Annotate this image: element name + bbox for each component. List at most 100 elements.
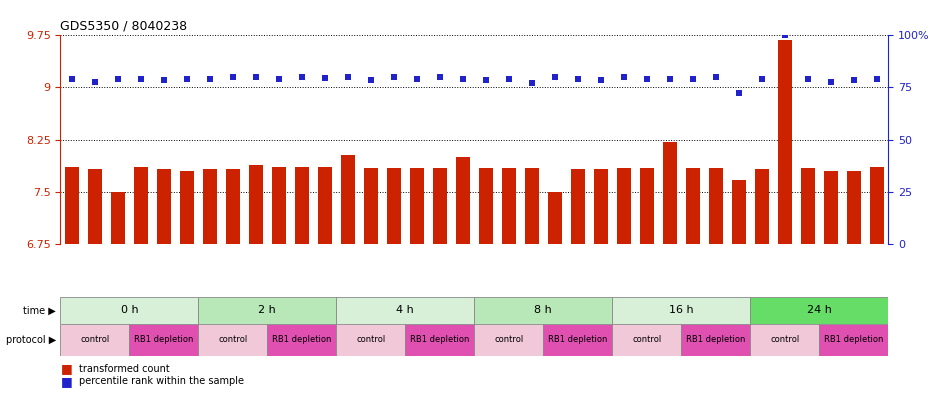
Text: control: control (219, 336, 247, 344)
Bar (134, 167, 148, 244)
Bar (640, 168, 654, 244)
Bar (801, 168, 815, 244)
Text: transformed count: transformed count (79, 364, 170, 374)
Text: GSM1220806: GSM1220806 (414, 297, 419, 340)
Point (432, 74, 447, 80)
Bar (111, 191, 125, 244)
Bar (129, 324, 198, 356)
Text: GSM1220796: GSM1220796 (620, 297, 627, 340)
Bar (341, 155, 354, 244)
Point (409, 76, 424, 82)
Bar (272, 167, 286, 244)
Bar (612, 297, 751, 324)
Bar (60, 297, 198, 324)
Bar (751, 324, 819, 356)
Text: GDS5350 / 8040238: GDS5350 / 8040238 (60, 20, 188, 33)
Text: GSM1220804: GSM1220804 (138, 297, 144, 340)
Point (800, 76, 815, 82)
Bar (755, 169, 768, 244)
Text: GSM1220792: GSM1220792 (69, 297, 75, 340)
Point (111, 76, 126, 82)
Bar (870, 167, 884, 244)
Bar (663, 141, 677, 244)
Point (64, 76, 79, 82)
Bar (612, 324, 681, 356)
Text: GSM1220799: GSM1220799 (230, 297, 236, 340)
Text: GSM1220823: GSM1220823 (322, 297, 328, 340)
Text: 8 h: 8 h (535, 305, 552, 316)
Point (134, 76, 149, 82)
Text: GSM1220808: GSM1220808 (690, 297, 696, 340)
Point (870, 76, 884, 82)
Point (87, 79, 102, 85)
Point (501, 76, 516, 82)
Point (617, 74, 631, 80)
Text: GSM1220821: GSM1220821 (804, 297, 811, 340)
Text: 0 h: 0 h (121, 305, 139, 316)
Point (731, 90, 746, 96)
Text: GSM1220809: GSM1220809 (828, 297, 833, 340)
Text: control: control (356, 336, 385, 344)
Text: GSM1220802: GSM1220802 (644, 297, 650, 340)
Bar (226, 169, 240, 244)
Bar (548, 191, 562, 244)
Text: RB1 depletion: RB1 depletion (824, 336, 884, 344)
Bar (525, 168, 538, 244)
Text: GSM1220822: GSM1220822 (184, 297, 190, 340)
Bar (824, 171, 838, 244)
Text: GSM1220805: GSM1220805 (276, 297, 282, 340)
Bar (617, 168, 631, 244)
Bar (751, 297, 888, 324)
Bar (819, 324, 888, 356)
Text: GSM1220800: GSM1220800 (368, 297, 374, 340)
Point (548, 74, 563, 80)
Point (225, 74, 240, 80)
Point (823, 79, 838, 85)
Bar (180, 171, 193, 244)
Bar (405, 324, 474, 356)
Text: GSM1220801: GSM1220801 (506, 297, 512, 340)
Text: RB1 depletion: RB1 depletion (272, 336, 332, 344)
Text: 4 h: 4 h (396, 305, 414, 316)
Text: GSM1220819: GSM1220819 (529, 297, 535, 340)
Text: GSM1220793: GSM1220793 (206, 297, 213, 340)
Text: control: control (632, 336, 661, 344)
Text: ■: ■ (60, 375, 73, 388)
Bar (777, 40, 791, 244)
Text: GSM1220810: GSM1220810 (161, 297, 166, 340)
Point (846, 77, 861, 84)
Text: GSM1220820: GSM1220820 (667, 297, 672, 340)
Bar (267, 324, 337, 356)
Text: control: control (770, 336, 799, 344)
Bar (594, 169, 607, 244)
Text: GSM1220814: GSM1220814 (712, 297, 719, 340)
Point (156, 77, 171, 84)
Bar (502, 168, 515, 244)
Text: ■: ■ (60, 362, 73, 375)
Bar (198, 324, 267, 356)
Bar (65, 167, 79, 244)
Point (364, 77, 379, 84)
Bar (709, 168, 723, 244)
Bar (337, 324, 405, 356)
Text: RB1 depletion: RB1 depletion (410, 336, 470, 344)
Bar (249, 165, 263, 244)
Bar (571, 169, 585, 244)
Text: GSM1220795: GSM1220795 (483, 297, 489, 340)
Text: GSM1220826: GSM1220826 (736, 297, 742, 340)
Point (662, 76, 677, 82)
Text: GSM1220815: GSM1220815 (851, 297, 857, 340)
Bar (681, 324, 751, 356)
Text: GSM1220811: GSM1220811 (299, 297, 305, 340)
Point (386, 74, 401, 80)
Text: GSM1220816: GSM1220816 (115, 297, 121, 340)
Text: 2 h: 2 h (259, 305, 276, 316)
Bar (732, 180, 746, 244)
Text: GSM1220798: GSM1220798 (92, 297, 98, 340)
Point (272, 76, 286, 82)
Point (685, 76, 700, 82)
Text: GSM1220807: GSM1220807 (551, 297, 558, 340)
Bar (410, 168, 424, 244)
Point (754, 76, 769, 82)
Point (317, 75, 332, 82)
